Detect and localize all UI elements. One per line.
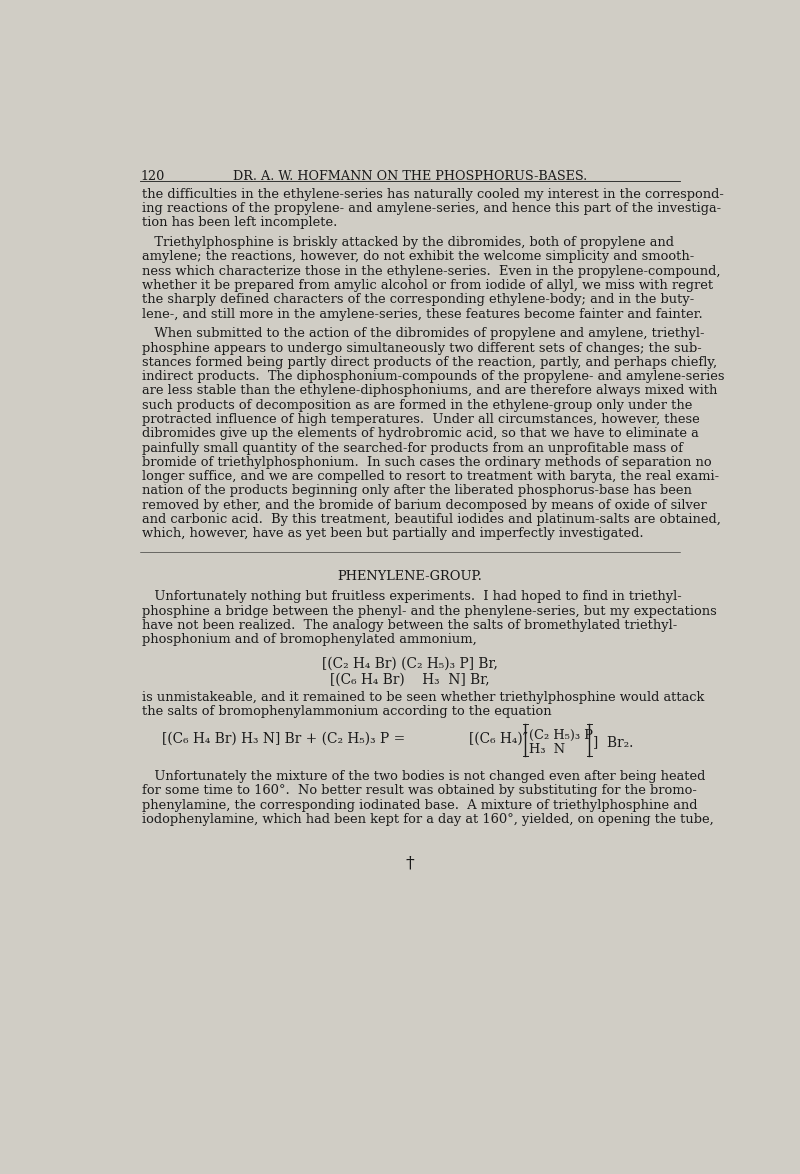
Text: [(C₆ H₄)″: [(C₆ H₄)″ xyxy=(469,733,528,747)
Text: amylene; the reactions, however, do not exhibit the welcome simplicity and smoot: amylene; the reactions, however, do not … xyxy=(142,250,694,263)
Text: (C₂ H₅)₃ P: (C₂ H₅)₃ P xyxy=(529,729,593,742)
Text: removed by ether, and the bromide of barium decomposed by means of oxide of silv: removed by ether, and the bromide of bar… xyxy=(142,499,707,512)
Text: lene-, and still more in the amylene-series, these features become fainter and f: lene-, and still more in the amylene-ser… xyxy=(142,308,703,321)
Text: and carbonic acid.  By this treatment, beautiful iodides and platinum-salts are : and carbonic acid. By this treatment, be… xyxy=(142,513,721,526)
Text: have not been realized.  The analogy between the salts of bromethylated triethyl: have not been realized. The analogy betw… xyxy=(142,619,678,632)
Text: Unfortunately nothing but fruitless experiments.  I had hoped to find in triethy: Unfortunately nothing but fruitless expe… xyxy=(142,591,682,603)
Text: indirect products.  The diphosphonium-compounds of the propylene- and amylene-se: indirect products. The diphosphonium-com… xyxy=(142,370,725,383)
Text: such products of decomposition as are formed in the ethylene-group only under th: such products of decomposition as are fo… xyxy=(142,399,693,412)
Text: dibromides give up the elements of hydrobromic acid, so that we have to eliminat: dibromides give up the elements of hydro… xyxy=(142,427,699,440)
Text: 120: 120 xyxy=(140,170,165,183)
Text: whether it be prepared from amylic alcohol or from iodide of allyl, we miss with: whether it be prepared from amylic alcoh… xyxy=(142,279,714,292)
Text: longer suffice, and we are compelled to resort to treatment with baryta, the rea: longer suffice, and we are compelled to … xyxy=(142,470,719,484)
Text: †: † xyxy=(406,855,414,871)
Text: phenylamine, the corresponding iodinated base.  A mixture of triethylphosphine a: phenylamine, the corresponding iodinated… xyxy=(142,798,698,811)
Text: Triethylphosphine is briskly attacked by the dibromides, both of propylene and: Triethylphosphine is briskly attacked by… xyxy=(142,236,674,249)
Text: is unmistakeable, and it remained to be seen whether triethylphosphine would att: is unmistakeable, and it remained to be … xyxy=(142,690,705,704)
Text: phosphine a bridge between the phenyl- and the phenylene-series, but my expectat: phosphine a bridge between the phenyl- a… xyxy=(142,605,717,618)
Text: Unfortunately the mixture of the two bodies is not changed even after being heat: Unfortunately the mixture of the two bod… xyxy=(142,770,706,783)
Text: for some time to 160°.  No better result was obtained by substituting for the br: for some time to 160°. No better result … xyxy=(142,784,697,797)
Text: are less stable than the ethylene-diphosphoniums, and are therefore always mixed: are less stable than the ethylene-diphos… xyxy=(142,384,718,398)
Text: ]  Br₂.: ] Br₂. xyxy=(593,735,634,749)
Text: [(C₂ H₄ Br) (C₂ H₅)₃ P] Br,: [(C₂ H₄ Br) (C₂ H₅)₃ P] Br, xyxy=(322,656,498,670)
Text: stances formed being partly direct products of the reaction, partly, and perhaps: stances formed being partly direct produ… xyxy=(142,356,718,369)
Text: the difficulties in the ethylene-series has naturally cooled my interest in the : the difficulties in the ethylene-series … xyxy=(142,188,724,201)
Text: [(C₆ H₄ Br)    H₃  N] Br,: [(C₆ H₄ Br) H₃ N] Br, xyxy=(330,673,490,687)
Text: DR. A. W. HOFMANN ON THE PHOSPHORUS-BASES.: DR. A. W. HOFMANN ON THE PHOSPHORUS-BASE… xyxy=(233,170,587,183)
Text: PHENYLENE-GROUP.: PHENYLENE-GROUP. xyxy=(338,571,482,583)
Text: phosphonium and of bromophenylated ammonium,: phosphonium and of bromophenylated ammon… xyxy=(142,633,477,646)
Text: phosphine appears to undergo simultaneously two different sets of changes; the s: phosphine appears to undergo simultaneou… xyxy=(142,342,702,355)
Text: nation of the products beginning only after the liberated phosphorus-base has be: nation of the products beginning only af… xyxy=(142,485,692,498)
Text: the sharply defined characters of the corresponding ethylene-body; and in the bu: the sharply defined characters of the co… xyxy=(142,294,694,306)
Text: which, however, have as yet been but partially and imperfectly investigated.: which, however, have as yet been but par… xyxy=(142,527,644,540)
Text: bromide of triethylphosphonium.  In such cases the ordinary methods of separatio: bromide of triethylphosphonium. In such … xyxy=(142,456,712,468)
Text: When submitted to the action of the dibromides of propylene and amylene, triethy: When submitted to the action of the dibr… xyxy=(142,328,705,340)
Text: iodophenylamine, which had been kept for a day at 160°, yielded, on opening the : iodophenylamine, which had been kept for… xyxy=(142,812,714,825)
Text: painfully small quantity of the searched-for products from an unprofitable mass : painfully small quantity of the searched… xyxy=(142,441,683,454)
Text: [(C₆ H₄ Br) H₃ N] Br + (C₂ H₅)₃ P =: [(C₆ H₄ Br) H₃ N] Br + (C₂ H₅)₃ P = xyxy=(162,733,406,747)
Text: ing reactions of the propylene- and amylene-series, and hence this part of the i: ing reactions of the propylene- and amyl… xyxy=(142,202,722,215)
Text: ness which characterize those in the ethylene-series.  Even in the propylene-com: ness which characterize those in the eth… xyxy=(142,264,721,278)
Text: H₃  N: H₃ N xyxy=(529,743,565,756)
Text: the salts of bromophenylammonium according to the equation: the salts of bromophenylammonium accordi… xyxy=(142,706,552,718)
Text: tion has been left incomplete.: tion has been left incomplete. xyxy=(142,216,338,229)
Text: protracted influence of high temperatures.  Under all circumstances, however, th: protracted influence of high temperature… xyxy=(142,413,700,426)
